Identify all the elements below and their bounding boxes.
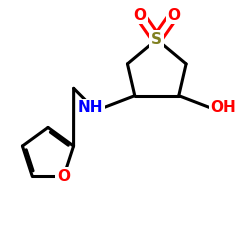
Text: O: O [57, 168, 70, 184]
Text: O: O [168, 8, 180, 22]
Text: NH: NH [78, 100, 103, 116]
Text: OH: OH [210, 100, 236, 116]
Text: O: O [133, 8, 146, 22]
Text: S: S [151, 32, 162, 47]
